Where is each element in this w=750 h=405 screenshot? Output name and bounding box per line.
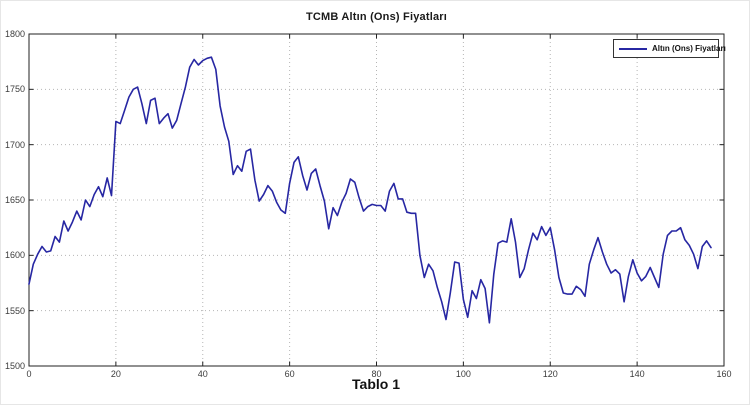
x-tick-label: 100 xyxy=(455,369,471,379)
legend-box: Altın (Ons) Fiyatları xyxy=(613,39,726,58)
y-tick-label: 1600 xyxy=(4,250,25,261)
x-tick-label: 140 xyxy=(629,369,645,379)
y-tick-label: 1700 xyxy=(4,139,25,150)
x-tick-label: 40 xyxy=(197,369,208,379)
y-tick-label: 1650 xyxy=(4,195,25,205)
x-tick-label: 0 xyxy=(26,369,32,379)
legend-label: Altın (Ons) Fiyatları xyxy=(652,44,726,53)
x-tick-label: 20 xyxy=(110,369,121,379)
legend-line-swatch-icon xyxy=(619,47,647,50)
y-tick-label: 1750 xyxy=(4,84,25,95)
y-tick-label: 1500 xyxy=(4,361,25,371)
chart-title: TCMB Altın (Ons) Fiyatları xyxy=(305,11,448,23)
x-tick-label: 80 xyxy=(371,369,382,379)
y-tick-label: 1800 xyxy=(4,29,25,39)
y-tick-label: 1550 xyxy=(4,305,25,316)
x-tick-label: 120 xyxy=(542,369,558,379)
x-tick-label: 60 xyxy=(284,369,295,379)
table-caption: Tablo 1 xyxy=(352,376,400,392)
x-tick-label: 160 xyxy=(716,369,732,379)
